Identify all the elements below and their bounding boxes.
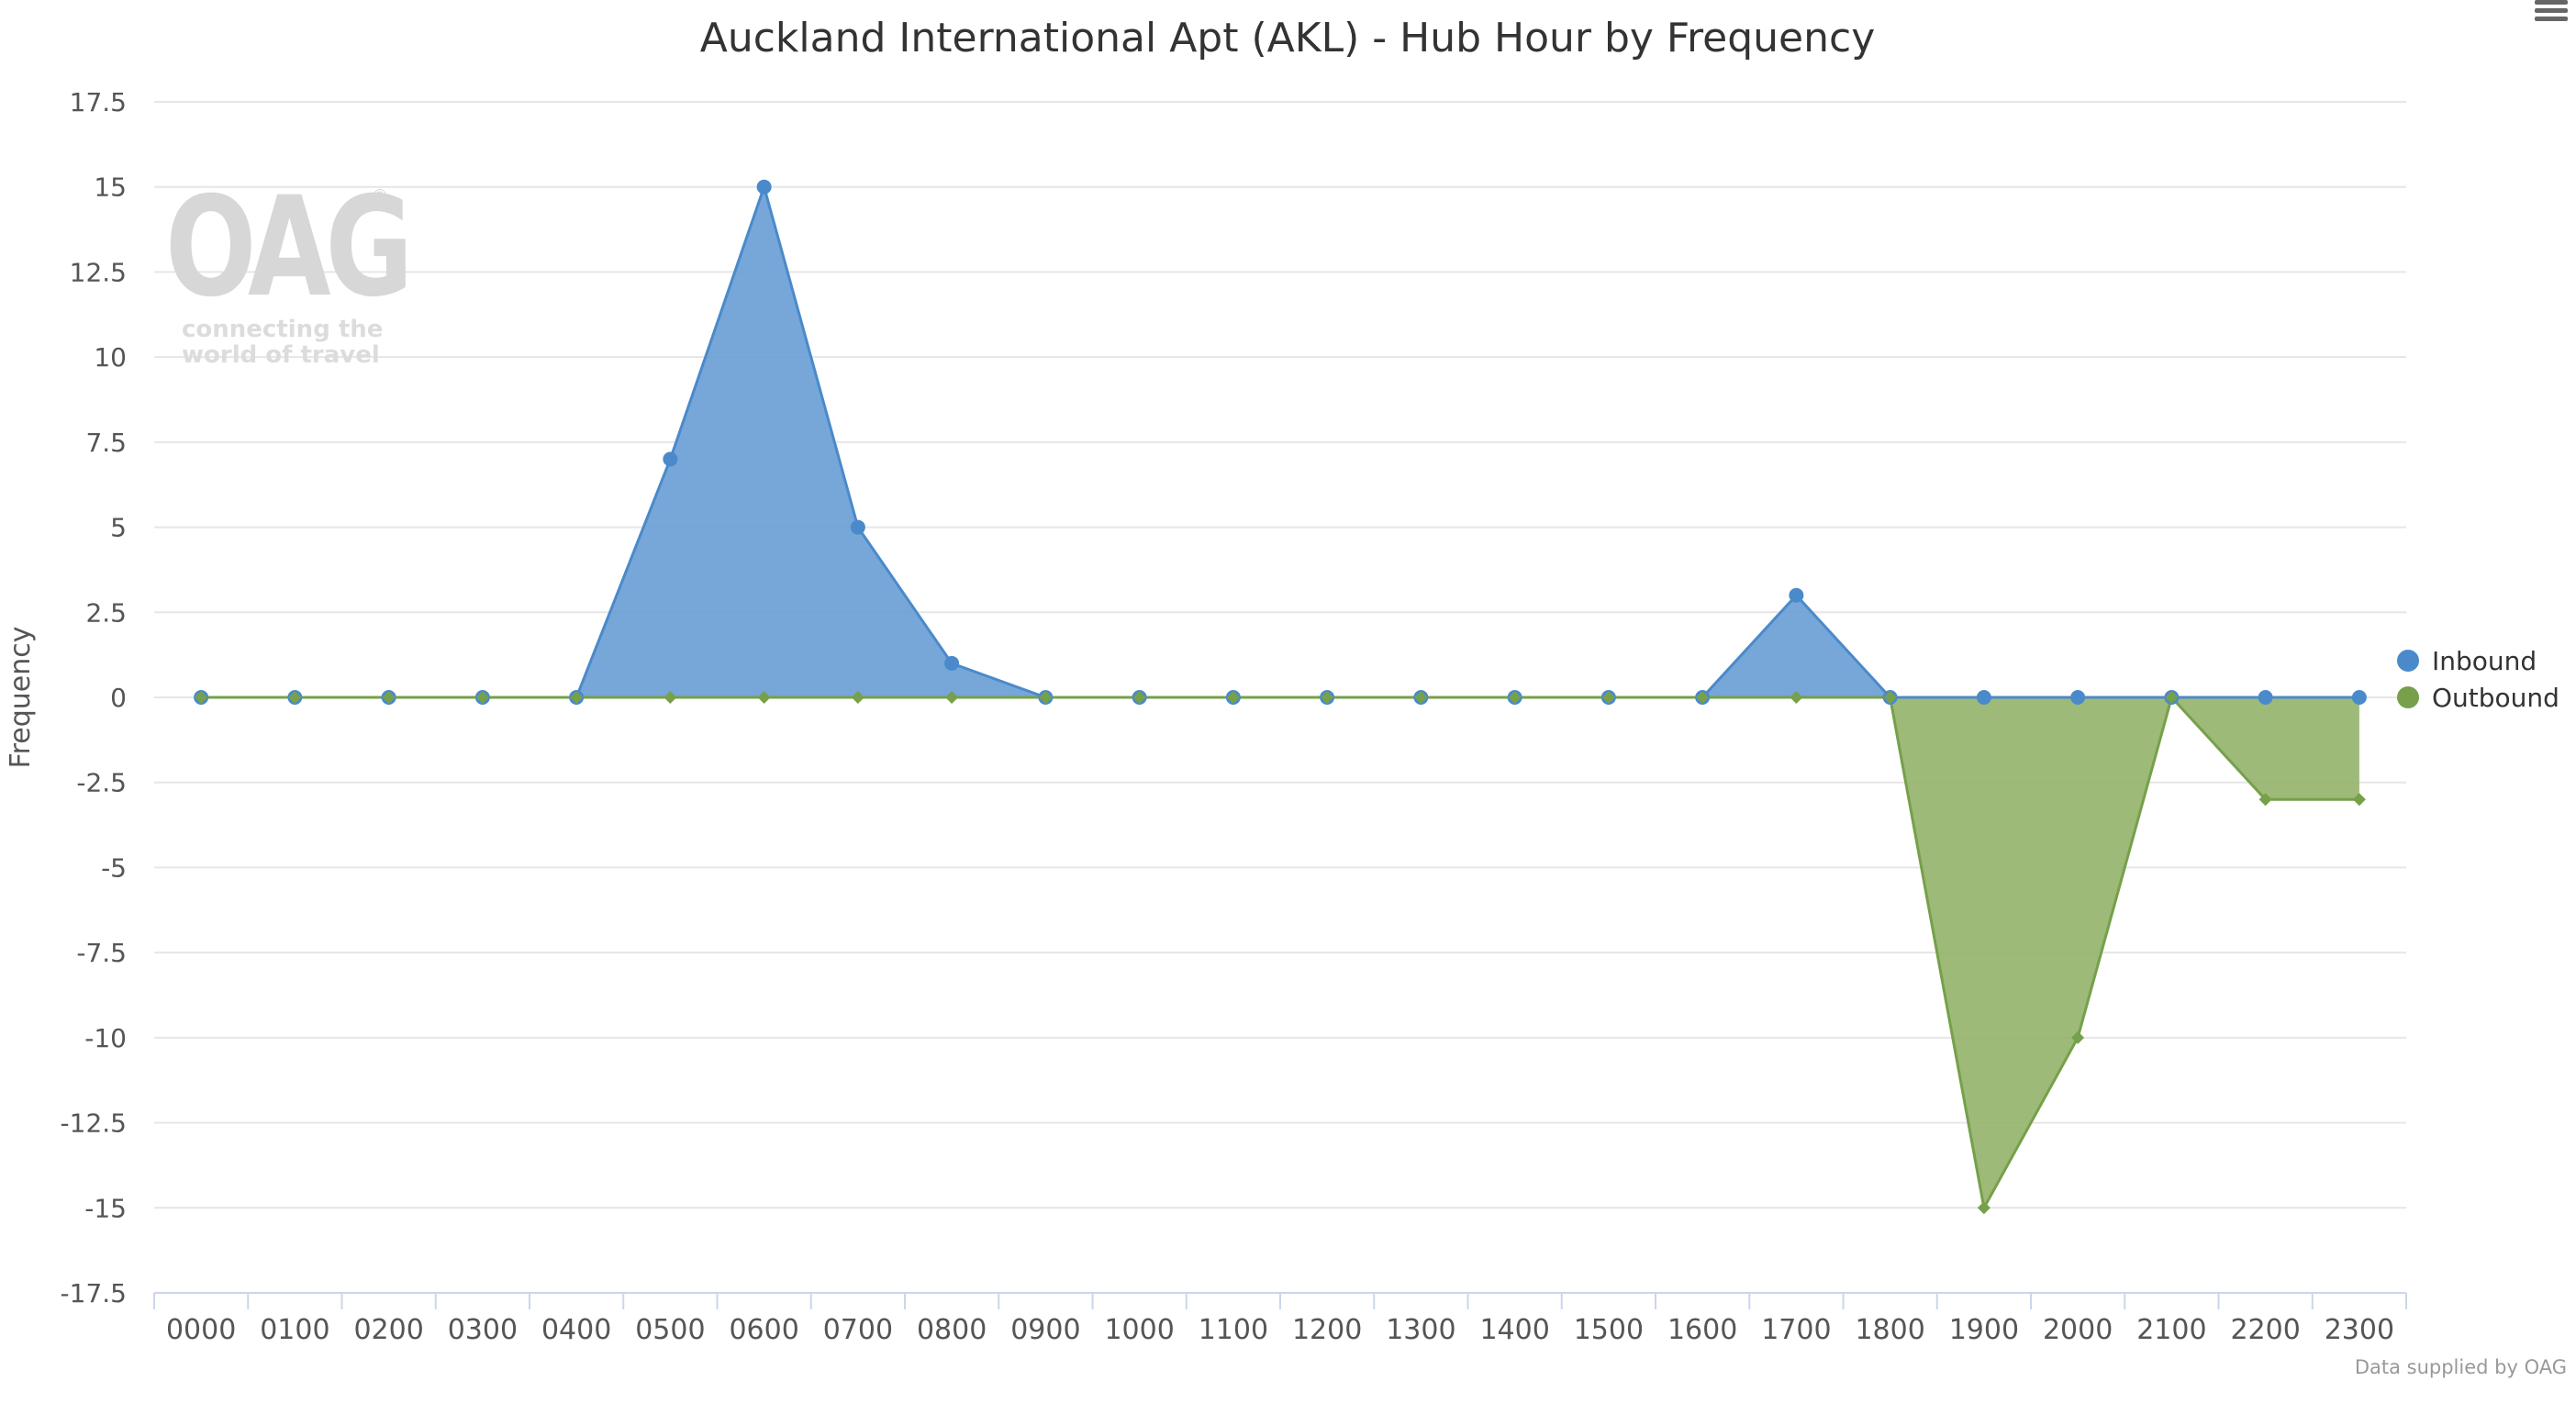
y-tick-label: 5 <box>110 513 127 543</box>
point-inbound-1700[interactable] <box>1789 587 1804 603</box>
legend-marker-outbound <box>2397 686 2419 708</box>
point-outbound-1000[interactable] <box>1132 691 1146 704</box>
legend-item-outbound[interactable]: Outbound <box>2397 679 2559 716</box>
point-outbound-0900[interactable] <box>1039 691 1053 704</box>
x-tick-label: 0000 <box>166 1314 236 1346</box>
x-tick-label: 0500 <box>635 1314 705 1346</box>
point-inbound-2300[interactable] <box>2351 690 2367 705</box>
y-tick-label: -10 <box>84 1023 127 1053</box>
area-inbound <box>201 186 2359 697</box>
point-inbound-2000[interactable] <box>2070 690 2086 705</box>
point-outbound-1100[interactable] <box>1226 691 1240 704</box>
chart-context-menu-icon[interactable] <box>2535 0 2568 28</box>
point-outbound-0500[interactable] <box>664 691 677 704</box>
chart-legend: Inbound Outbound <box>2397 642 2559 716</box>
x-tick-label: 0900 <box>1010 1314 1080 1346</box>
x-tick-label: 0400 <box>541 1314 611 1346</box>
legend-label-inbound: Inbound <box>2432 645 2537 676</box>
x-tick-label: 1900 <box>1949 1314 2019 1346</box>
y-tick-label: 2.5 <box>85 597 127 628</box>
series-markers <box>194 179 2367 1215</box>
area-outbound <box>201 697 2359 1208</box>
point-outbound-0600[interactable] <box>757 691 771 704</box>
x-tick-label: 1700 <box>1761 1314 1831 1346</box>
point-outbound-2200[interactable] <box>2258 793 2272 807</box>
point-outbound-0400[interactable] <box>570 691 584 704</box>
credits[interactable]: Data supplied by OAG <box>2354 1356 2567 1378</box>
point-outbound-0700[interactable] <box>851 691 864 704</box>
y-tick-label: -2.5 <box>76 768 127 798</box>
y-tick-label: 17.5 <box>70 87 127 117</box>
x-tick-label: 1200 <box>1292 1314 1362 1346</box>
x-tick-label: 0700 <box>823 1314 893 1346</box>
x-tick-label: 0100 <box>260 1314 329 1346</box>
point-outbound-1600[interactable] <box>1696 691 1710 704</box>
legend-label-outbound: Outbound <box>2432 682 2559 713</box>
point-outbound-2100[interactable] <box>2165 691 2179 704</box>
x-tick-label: 0300 <box>448 1314 518 1346</box>
point-outbound-1500[interactable] <box>1601 691 1615 704</box>
x-tick-label: 1400 <box>1479 1314 1549 1346</box>
y-tick-label: -7.5 <box>76 938 127 968</box>
point-outbound-1700[interactable] <box>1790 691 1803 704</box>
point-outbound-0100[interactable] <box>288 691 302 704</box>
y-tick-label: -12.5 <box>61 1108 127 1139</box>
point-outbound-1300[interactable] <box>1414 691 1428 704</box>
y-tick-label: 7.5 <box>85 428 127 458</box>
y-tick-label: 10 <box>94 342 127 373</box>
point-outbound-0300[interactable] <box>475 691 489 704</box>
line-outbound <box>201 694 2359 1212</box>
point-inbound-0500[interactable] <box>663 451 678 467</box>
x-tick-label: 2000 <box>2043 1314 2113 1346</box>
x-tick-label: 1500 <box>1574 1314 1644 1346</box>
legend-marker-inbound <box>2397 650 2419 672</box>
point-inbound-0600[interactable] <box>756 179 772 195</box>
x-tick-label: 2100 <box>2136 1314 2206 1346</box>
x-tick-label: 1300 <box>1386 1314 1455 1346</box>
y-tick-label: -17.5 <box>61 1278 127 1308</box>
x-tick-label: 1800 <box>1855 1314 1924 1346</box>
point-outbound-0200[interactable] <box>382 691 396 704</box>
point-outbound-2000[interactable] <box>2071 1030 2085 1044</box>
point-outbound-1800[interactable] <box>1883 691 1897 704</box>
x-tick-label: 1600 <box>1667 1314 1737 1346</box>
y-tick-label: 12.5 <box>70 257 127 287</box>
point-outbound-0000[interactable] <box>195 691 208 704</box>
y-tick-label: -15 <box>84 1193 127 1223</box>
y-axis-title: Frequency <box>5 627 37 769</box>
series-lines <box>201 182 2359 1212</box>
point-inbound-2200[interactable] <box>2258 690 2273 705</box>
point-inbound-0700[interactable] <box>850 519 865 535</box>
point-inbound-0800[interactable] <box>944 655 960 671</box>
point-outbound-1900[interactable] <box>1977 1201 1991 1215</box>
y-tick-label: 0 <box>110 683 127 713</box>
chart-title: Auckland International Apt (AKL) - Hub H… <box>700 15 1876 61</box>
series-areas <box>201 186 2359 1208</box>
x-tick-label: 1100 <box>1199 1314 1268 1346</box>
x-tick-label: 0600 <box>729 1314 798 1346</box>
legend-item-inbound[interactable]: Inbound <box>2397 642 2559 679</box>
point-outbound-2300[interactable] <box>2352 793 2366 807</box>
point-outbound-0800[interactable] <box>945 691 959 704</box>
x-tick-label: 2300 <box>2325 1314 2394 1346</box>
x-axis: 0000 0100 0200 0300 0400 0500 0600 0700 0800 0900… <box>153 1292 2407 1346</box>
y-axis: 17.5 15 12.5 10 7.5 5 2.5 0 -2.5 -5 -7.5 -10 -12.5 -1… <box>61 87 127 1308</box>
x-tick-label: 2200 <box>2230 1314 2300 1346</box>
x-tick-label: 0200 <box>353 1314 423 1346</box>
x-tick-label: 1000 <box>1104 1314 1174 1346</box>
y-tick-label: -5 <box>101 852 127 883</box>
point-outbound-1400[interactable] <box>1508 691 1522 704</box>
x-tick-label: 0800 <box>917 1314 987 1346</box>
point-outbound-1200[interactable] <box>1321 691 1334 704</box>
y-tick-label: 15 <box>94 173 127 203</box>
point-inbound-1900[interactable] <box>1976 690 1991 705</box>
